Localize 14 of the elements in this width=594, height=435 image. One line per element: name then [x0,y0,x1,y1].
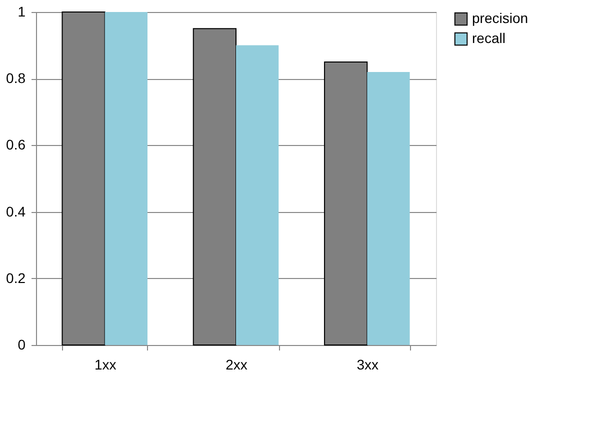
legend-label: recall [472,30,506,46]
y-tick-label: 1 [18,4,26,20]
x-tick-label: 2xx [226,356,248,372]
y-tick-label: 0.8 [6,70,26,86]
y-tick-label: 0.4 [6,203,26,220]
bar [236,45,279,345]
y-tick-label: 0 [18,336,26,352]
bar [104,12,148,345]
y-tick-label: 0.6 [6,136,26,153]
bar [367,72,410,345]
legend-label: precision [472,10,528,26]
y-tick-label: 0.2 [6,270,26,286]
x-tick-label: 1xx [94,356,116,372]
x-tick-label: 3xx [356,356,379,372]
